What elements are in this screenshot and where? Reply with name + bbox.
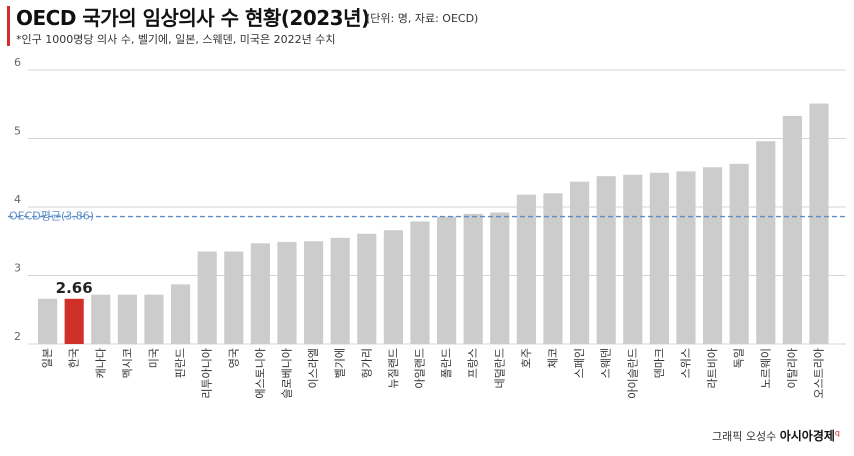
bar [676,171,696,344]
x-tick-label: 뉴질랜드 [387,348,400,388]
x-tick-label: 영국 [227,348,240,368]
bar [729,163,749,344]
unit-note: (단위: 명, 자료: OECD) [366,12,479,25]
credit-author: 그래픽 오성수 [712,430,777,443]
x-tick-label: 오스트리아 [812,348,825,399]
x-tick-label: 슬로베니아 [280,348,293,399]
average-line-label: OECD평균(3.86) [9,210,94,223]
x-tick-label: 캐나다 [94,348,107,378]
bar [756,141,776,344]
x-tick-label: 독일 [732,348,746,368]
x-tick-label: 미국 [147,348,160,368]
x-tick-label: 노르웨이 [759,348,772,388]
x-tick-label: 라트비아 [706,348,719,388]
bar [277,241,297,344]
bar [171,284,191,344]
x-tick-label: 이스라엘 [307,348,320,388]
x-tick-label: 스웨덴 [600,348,613,378]
x-tick-label: 에스토니아 [254,348,267,399]
credit: 그래픽 오성수 아시아경제q [712,427,840,444]
bar [809,103,829,344]
x-tick-label: 아일랜드 [412,348,426,388]
bar [91,294,111,344]
x-tick-label: 네덜란드 [493,348,506,388]
x-tick-label: 헝가리 [360,348,373,378]
bar [596,176,616,344]
bar [304,241,324,344]
brand-mark-icon: q [834,428,840,438]
data-label-highlight: 2.66 [56,279,93,297]
x-tick-label: 일본 [40,348,54,368]
bar [357,233,377,344]
x-tick-label: 핀란드 [174,348,187,378]
bar [250,243,270,344]
x-tick-label: 벨기에 [334,348,347,378]
bar [144,294,164,344]
y-tick-label: 5 [14,125,21,138]
bar [570,181,590,344]
bar [38,298,58,344]
x-tick-label: 아이슬란드 [626,348,639,399]
credit-brand: 아시아경제 [779,429,835,443]
bar [463,213,483,344]
x-tick-label: 호주 [520,348,533,368]
bar [330,237,350,344]
bar [224,251,244,344]
x-tick-label: 체코 [546,348,559,368]
bar [703,167,723,344]
x-tick-label: 폴란드 [440,348,453,378]
bar [490,212,510,344]
x-tick-label: 덴마크 [653,348,666,378]
title-accent-bar [7,6,10,46]
y-tick-label: 3 [14,262,21,275]
x-tick-label: 스페인 [573,348,586,378]
bar [437,216,457,344]
bar [410,221,430,344]
bar [543,193,563,344]
x-tick-label: 스위스 [679,348,692,378]
bar [117,294,137,344]
y-tick-label: 2 [14,330,21,343]
y-tick-label: 4 [14,193,21,206]
x-tick-label: 이탈리아 [786,348,799,388]
bar [383,230,403,344]
chart-subtitle: *인구 1000명당 의사 수, 벨기에, 일본, 스웨덴, 미국은 2022년… [16,33,336,46]
y-tick-label: 6 [14,56,21,69]
bar-highlight [64,298,84,344]
bar [649,172,669,344]
bar [516,194,536,344]
bar [197,251,217,344]
x-tick-label: 멕시코 [121,348,134,378]
bar [782,115,802,345]
x-tick-label: 한국 [68,348,81,368]
chart-title: OECD 국가의 임상의사 수 현황(2023년) [16,6,370,30]
x-tick-label: 리투아니아 [201,348,214,399]
bar [623,174,643,344]
x-tick-label: 프랑스 [467,348,480,378]
